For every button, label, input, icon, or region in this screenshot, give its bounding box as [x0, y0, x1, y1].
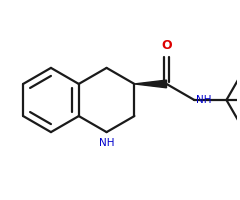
Text: NH: NH [196, 95, 211, 105]
Text: O: O [161, 39, 172, 52]
Polygon shape [134, 80, 167, 88]
Text: NH: NH [99, 138, 114, 148]
